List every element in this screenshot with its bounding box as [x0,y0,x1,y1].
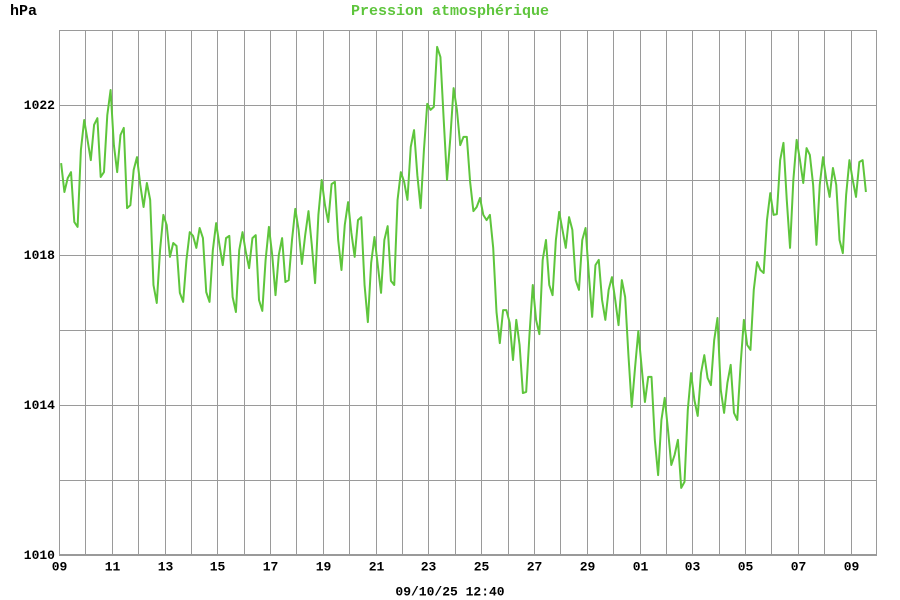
x-tick-label: 13 [158,559,174,574]
x-tick-label: 09 [52,559,68,574]
x-tick-label: 07 [791,559,807,574]
x-tick-label: 01 [633,559,649,574]
x-tick-label: 15 [210,559,226,574]
x-tick-label: 05 [738,559,754,574]
x-tick-label: 21 [369,559,385,574]
x-tick-label: 11 [105,559,121,574]
x-tick-label: 23 [421,559,437,574]
y-tick-label: 1022 [24,98,55,113]
x-tick-label: 19 [316,559,332,574]
x-tick-label: 25 [474,559,490,574]
x-tick-label: 09 [844,559,860,574]
y-tick-label: 1014 [24,398,55,413]
y-axis-label: hPa [10,3,37,20]
x-tick-label: 27 [527,559,543,574]
chart-title: Pression atmosphérique [351,3,549,20]
y-tick-label: 1010 [24,548,55,563]
plot-frame [59,30,877,555]
x-tick-label: 17 [263,559,279,574]
x-tick-label: 03 [685,559,701,574]
pressure-line [60,45,867,489]
footer: 09/10/25 12:40 [395,584,504,599]
x-tick-label: 29 [580,559,596,574]
y-tick-label: 1018 [24,248,55,263]
